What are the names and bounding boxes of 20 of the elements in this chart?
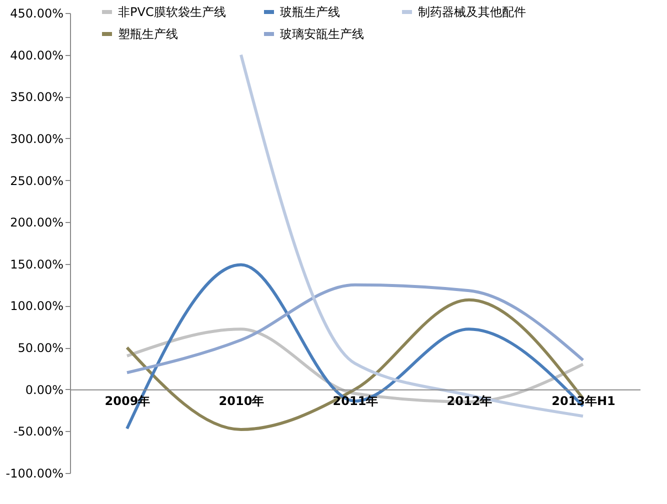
y-tick-label: 0.00% (25, 382, 64, 397)
y-tick-label: -100.00% (6, 466, 64, 480)
legend-label: 非PVC膜软袋生产线 (118, 5, 226, 19)
y-tick-label: 150.00% (10, 257, 64, 272)
y-tick-label: 450.00% (10, 6, 64, 20)
y-tick-label: 400.00% (10, 48, 64, 62)
y-tick-label: 300.00% (10, 132, 64, 146)
legend-label: 玻瓶生产线 (280, 5, 340, 19)
y-tick-label: 100.00% (10, 299, 64, 314)
y-tick-label: 250.00% (10, 174, 64, 188)
legend-label: 塑瓶生产线 (118, 27, 178, 41)
line-series (126, 283, 584, 374)
legend-label: 玻璃安瓿生产线 (280, 27, 364, 41)
x-tick-label: 2010年 (218, 394, 264, 408)
y-tick-label: 350.00% (10, 90, 64, 104)
y-tick-label: 200.00% (10, 216, 64, 230)
legend-label: 制药器械及其他配件 (418, 5, 526, 19)
y-tick-label: -50.00% (13, 424, 64, 439)
x-tick-label: 2012年 (446, 394, 492, 408)
y-tick-label: 50.00% (18, 341, 64, 356)
